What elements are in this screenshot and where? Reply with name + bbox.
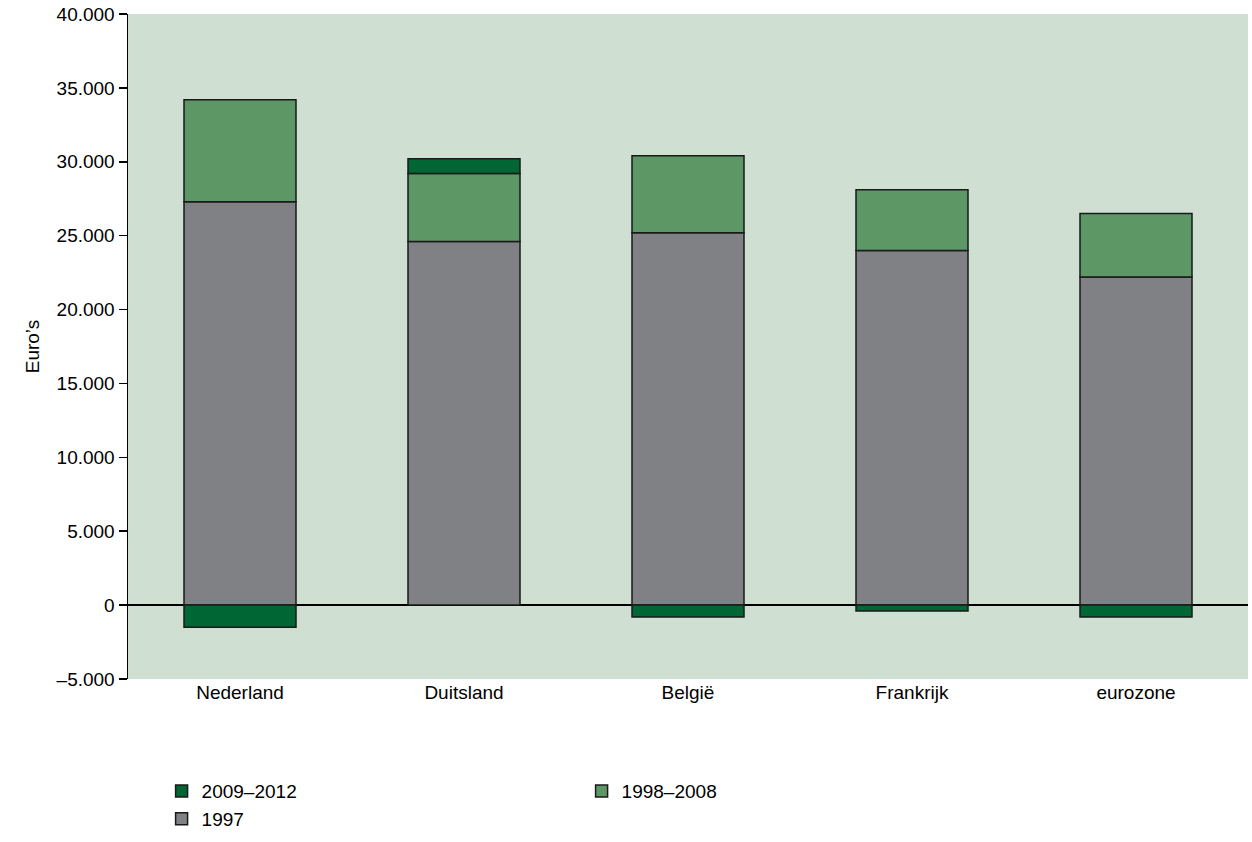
svg-text:1998–2008: 1998–2008 bbox=[622, 781, 717, 802]
svg-text:Nederland: Nederland bbox=[196, 682, 284, 703]
svg-text:Frankrijk: Frankrijk bbox=[876, 682, 949, 703]
svg-text:–5.000: –5.000 bbox=[57, 669, 115, 690]
svg-text:0: 0 bbox=[104, 595, 115, 616]
svg-text:eurozone: eurozone bbox=[1096, 682, 1175, 703]
svg-text:25.000: 25.000 bbox=[57, 225, 115, 246]
svg-text:Euro’s: Euro’s bbox=[22, 320, 43, 374]
svg-text:40.000: 40.000 bbox=[57, 4, 115, 25]
svg-text:15.000: 15.000 bbox=[57, 373, 115, 394]
svg-text:30.000: 30.000 bbox=[57, 151, 115, 172]
svg-text:35.000: 35.000 bbox=[57, 78, 115, 99]
svg-text:België: België bbox=[662, 682, 715, 703]
svg-text:20.000: 20.000 bbox=[57, 299, 115, 320]
svg-text:5.000: 5.000 bbox=[67, 521, 115, 542]
svg-text:1997: 1997 bbox=[202, 809, 244, 830]
svg-text:10.000: 10.000 bbox=[57, 447, 115, 468]
svg-text:Duitsland: Duitsland bbox=[424, 682, 503, 703]
svg-text:2009–2012: 2009–2012 bbox=[202, 781, 297, 802]
